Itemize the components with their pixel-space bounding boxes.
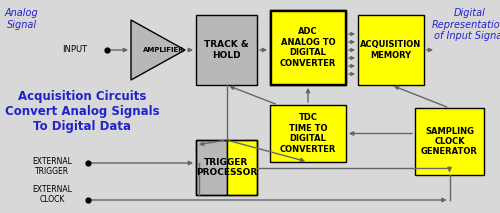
Text: TRIGGER
PROCESSOR: TRIGGER PROCESSOR <box>196 158 257 177</box>
Bar <box>226 140 257 195</box>
Bar <box>271 11 345 84</box>
Text: ACQUISITION
MEMORY: ACQUISITION MEMORY <box>360 40 422 60</box>
Text: ADC
ANALOG TO
DIGITAL
CONVERTER: ADC ANALOG TO DIGITAL CONVERTER <box>280 27 336 68</box>
Bar <box>270 10 346 85</box>
Text: EXTERNAL
CLOCK: EXTERNAL CLOCK <box>32 185 72 204</box>
Text: AMPLIFIER: AMPLIFIER <box>142 47 184 53</box>
Text: Analog
Signal: Analog Signal <box>5 8 39 30</box>
Bar <box>270 10 346 85</box>
Text: TRACK &
HOLD: TRACK & HOLD <box>204 40 249 60</box>
Text: EXTERNAL
TRIGGER: EXTERNAL TRIGGER <box>32 157 72 176</box>
Bar <box>358 15 424 85</box>
Text: INPUT: INPUT <box>62 46 88 55</box>
Text: SAMPLING
CLOCK
GENERATOR: SAMPLING CLOCK GENERATOR <box>421 127 478 156</box>
Bar <box>196 140 257 195</box>
Polygon shape <box>131 20 185 80</box>
Bar <box>415 108 484 175</box>
Bar <box>196 15 257 85</box>
Text: Acquisition Circuits
Convert Analog Signals
To Digital Data: Acquisition Circuits Convert Analog Sign… <box>5 90 160 133</box>
Text: TDC
TIME TO
DIGITAL
CONVERTER: TDC TIME TO DIGITAL CONVERTER <box>280 113 336 154</box>
Bar <box>270 105 346 162</box>
Bar <box>196 140 226 195</box>
Text: Digital
Representation
of Input Signal: Digital Representation of Input Signal <box>432 8 500 41</box>
